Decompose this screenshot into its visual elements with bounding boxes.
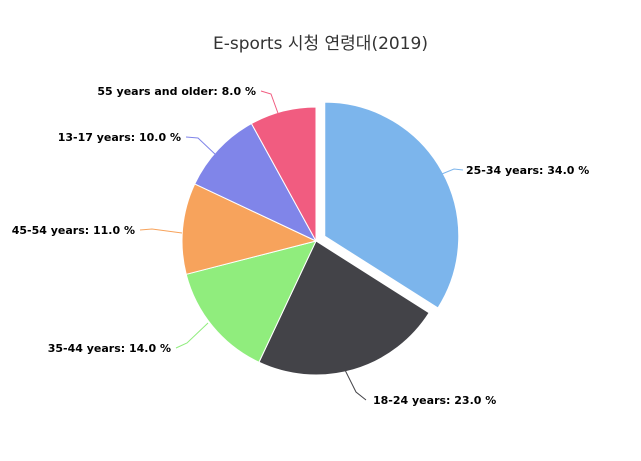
chart-title: E-sports 시청 연령대(2019) [213,34,428,54]
connector-line [139,228,183,234]
pie-slice-45-54-years[interactable] [181,183,317,275]
slice-label: 55 years and older: 8.0 % [97,85,256,98]
slices-layer [181,101,460,376]
connector-line [185,136,218,157]
slice-label: 35-44 years: 14.0 % [48,342,171,355]
pie-slice-35-44-years[interactable] [185,240,317,363]
connector-line [343,367,367,401]
pie-slice-55-years-and-older[interactable] [250,106,317,242]
connector-line [175,322,209,349]
slice-label: 18-24 years: 23.0 % [373,394,496,407]
labels-layer: 25-34 years: 34.0 % 18-24 years: 23.0 % 35… [12,85,590,407]
pie-slice-13-17-years[interactable] [194,123,317,242]
slice-label: 13-17 years: 10.0 % [58,131,181,144]
connectors-layer [139,90,464,401]
connector-line [260,90,280,117]
connector-line [431,168,464,179]
pie-slice-18-24-years[interactable] [258,240,430,376]
slice-label: 45-54 years: 11.0 % [12,224,135,237]
pie-slice-25-34-years[interactable] [324,101,460,309]
slice-label: 25-34 years: 34.0 % [466,164,589,177]
